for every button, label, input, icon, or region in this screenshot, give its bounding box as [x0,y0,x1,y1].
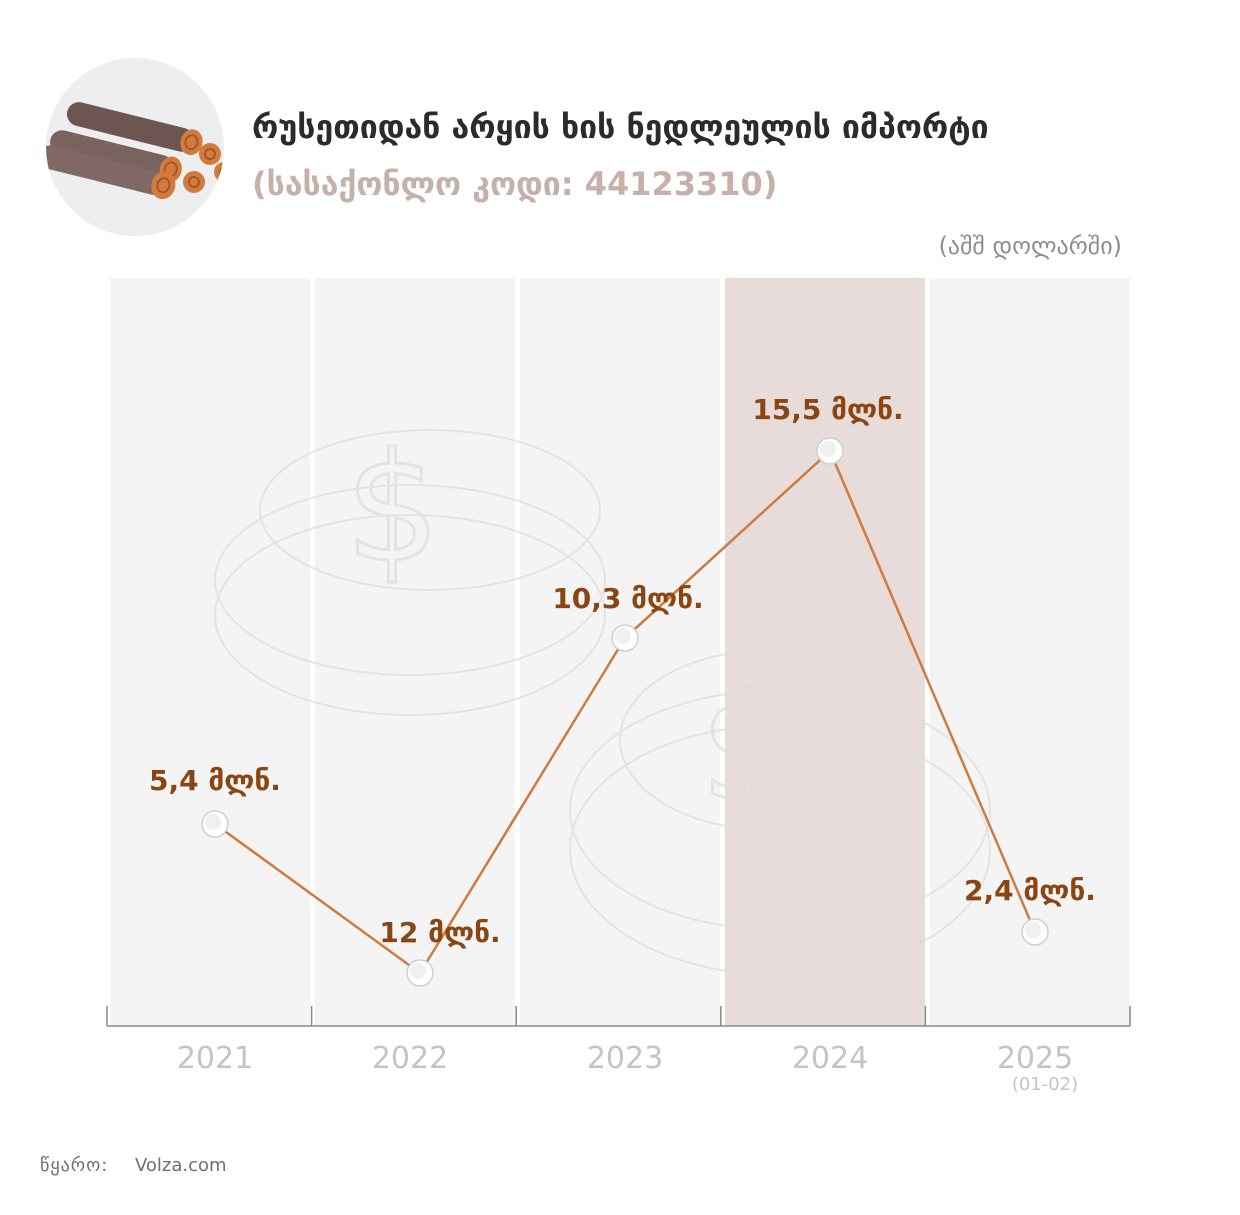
x-tick-labels: 2021 2022 2023 2024 2025(01-02) [177,1041,1078,1095]
data-point [406,959,434,987]
data-point [611,624,639,652]
source-label: წყარო: [40,1155,109,1176]
x-tick-note: (01-02) [1012,1074,1078,1095]
x-tick-label: 2024 [792,1041,868,1076]
data-point [1021,918,1049,946]
x-tick-label: 2021 [177,1041,253,1076]
column-2022 [315,278,515,1026]
data-label: 15,5 მლნ. [752,393,903,426]
column-backgrounds [110,278,1130,1026]
wood-logs-icon [46,102,224,200]
x-tick-label: 2023 [587,1041,663,1076]
data-label: 10,3 მლნ. [552,582,703,615]
column-2023 [520,278,720,1026]
svg-text:$: $ [700,662,795,836]
chart-title: რუსეთიდან არყის ხის ნედლეულის იმპორტი [252,108,989,146]
logo-circle [46,58,224,236]
data-labels: 5,4 მლნ. 12 მლნ. 10,3 მლნ. 15,5 მლნ. 2,4 მლნ… [149,393,1096,949]
data-point [816,437,844,465]
column-2025 [930,278,1130,1026]
source-value: Volza.com [135,1155,227,1176]
column-2021 [110,278,310,1026]
unit-label: (აშშ დოლარში) [938,232,1122,260]
x-axis [106,1006,1131,1027]
x-tick-label: 2025 [997,1041,1073,1076]
x-tick-label: 2022 [372,1041,448,1076]
data-point [201,810,229,838]
data-label: 12 მლნ. [379,916,500,949]
svg-text:$: $ [345,422,440,596]
data-label: 2,4 მლნ. [964,874,1096,907]
data-label: 5,4 მლნ. [149,764,281,797]
data-points [201,437,1049,987]
chart-subtitle: (სასაქონლო კოდი: 44123310) [252,165,778,203]
dollar-coins-icon: $ $ [214,421,991,976]
column-2024 [725,278,925,1026]
